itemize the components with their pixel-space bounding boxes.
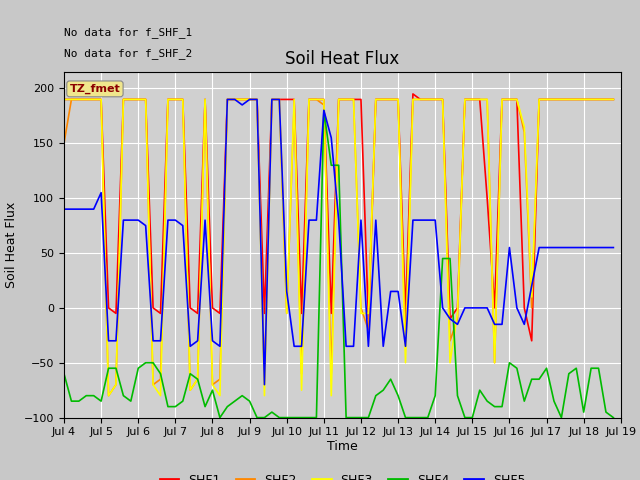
Y-axis label: Soil Heat Flux: Soil Heat Flux <box>5 202 19 288</box>
Title: Soil Heat Flux: Soil Heat Flux <box>285 49 399 68</box>
X-axis label: Time: Time <box>327 440 358 453</box>
Text: TZ_fmet: TZ_fmet <box>70 84 120 94</box>
Legend: SHF1, SHF2, SHF3, SHF4, SHF5: SHF1, SHF2, SHF3, SHF4, SHF5 <box>154 469 531 480</box>
Text: No data for f_SHF_1: No data for f_SHF_1 <box>64 27 192 38</box>
Text: No data for f_SHF_2: No data for f_SHF_2 <box>64 48 192 59</box>
